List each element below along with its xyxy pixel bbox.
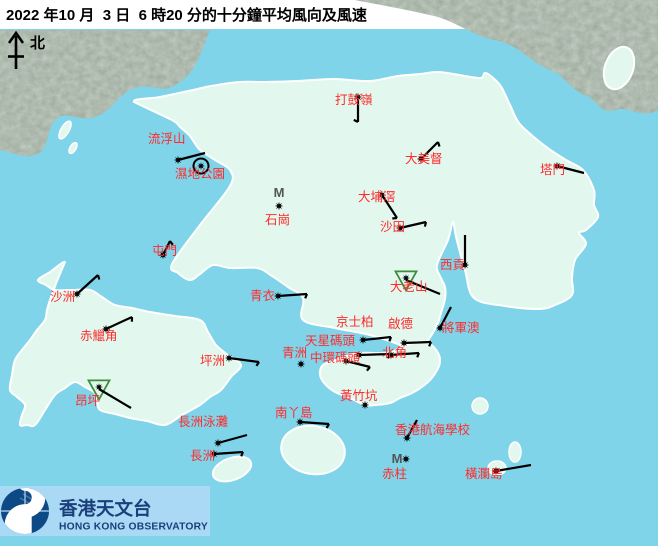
svg-text:塔門: 塔門	[540, 163, 565, 177]
svg-text:青衣: 青衣	[250, 288, 276, 303]
svg-text:南丫島: 南丫島	[275, 405, 313, 420]
svg-text:黃竹坑: 黃竹坑	[340, 388, 378, 403]
svg-text:大老山: 大老山	[390, 280, 428, 294]
svg-text:大美督: 大美督	[405, 151, 443, 166]
svg-text:中環碼頭: 中環碼頭	[310, 350, 361, 365]
svg-text:沙洲: 沙洲	[50, 290, 75, 304]
svg-text:長洲泳灘: 長洲泳灘	[178, 415, 229, 429]
svg-text:京士柏: 京士柏	[336, 314, 374, 329]
svg-text:濕地公園: 濕地公園	[175, 167, 225, 181]
svg-text:打鼓嶺: 打鼓嶺	[335, 93, 373, 107]
svg-text:青洲: 青洲	[282, 346, 307, 360]
svg-text:坪洲: 坪洲	[200, 354, 225, 368]
svg-text:沙田: 沙田	[380, 220, 405, 234]
svg-text:昂坪: 昂坪	[75, 394, 100, 408]
svg-text:石崗: 石崗	[265, 213, 290, 227]
svg-text:啟德: 啟德	[388, 316, 414, 331]
svg-text:北: 北	[30, 35, 45, 52]
svg-text:HONG KONG OBSERVATORY: HONG KONG OBSERVATORY	[59, 522, 208, 533]
svg-text:屯門: 屯門	[152, 244, 177, 258]
svg-text:橫瀾島: 橫瀾島	[465, 466, 503, 481]
svg-text:M: M	[392, 451, 403, 466]
svg-text:將軍澳: 將軍澳	[442, 320, 480, 335]
svg-text:赤鱲角: 赤鱲角	[80, 329, 118, 343]
svg-text:大埔滘: 大埔滘	[358, 190, 396, 204]
svg-text:長洲: 長洲	[190, 449, 215, 463]
svg-text:北角: 北角	[382, 346, 407, 360]
svg-text:流浮山: 流浮山	[148, 132, 186, 146]
svg-text:M: M	[274, 185, 285, 200]
svg-text:香港天文台: 香港天文台	[58, 498, 152, 519]
svg-text:赤柱: 赤柱	[382, 466, 407, 481]
svg-text:天星碼頭: 天星碼頭	[305, 334, 356, 348]
svg-text:香港航海學校: 香港航海學校	[395, 422, 471, 437]
svg-text:西貢: 西貢	[440, 258, 465, 272]
